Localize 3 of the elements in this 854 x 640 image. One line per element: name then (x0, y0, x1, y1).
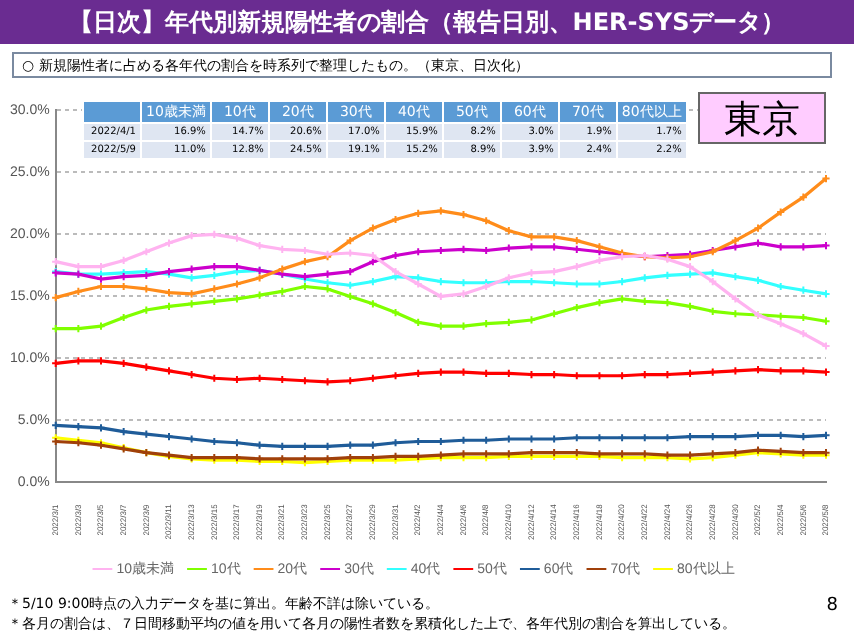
annotation: 東京 (698, 92, 826, 144)
text: 8 (826, 596, 838, 616)
chart-title: 【日次】年代別新規陽性者の割合（報告日別、HER-SYSデータ） (0, 0, 854, 44)
